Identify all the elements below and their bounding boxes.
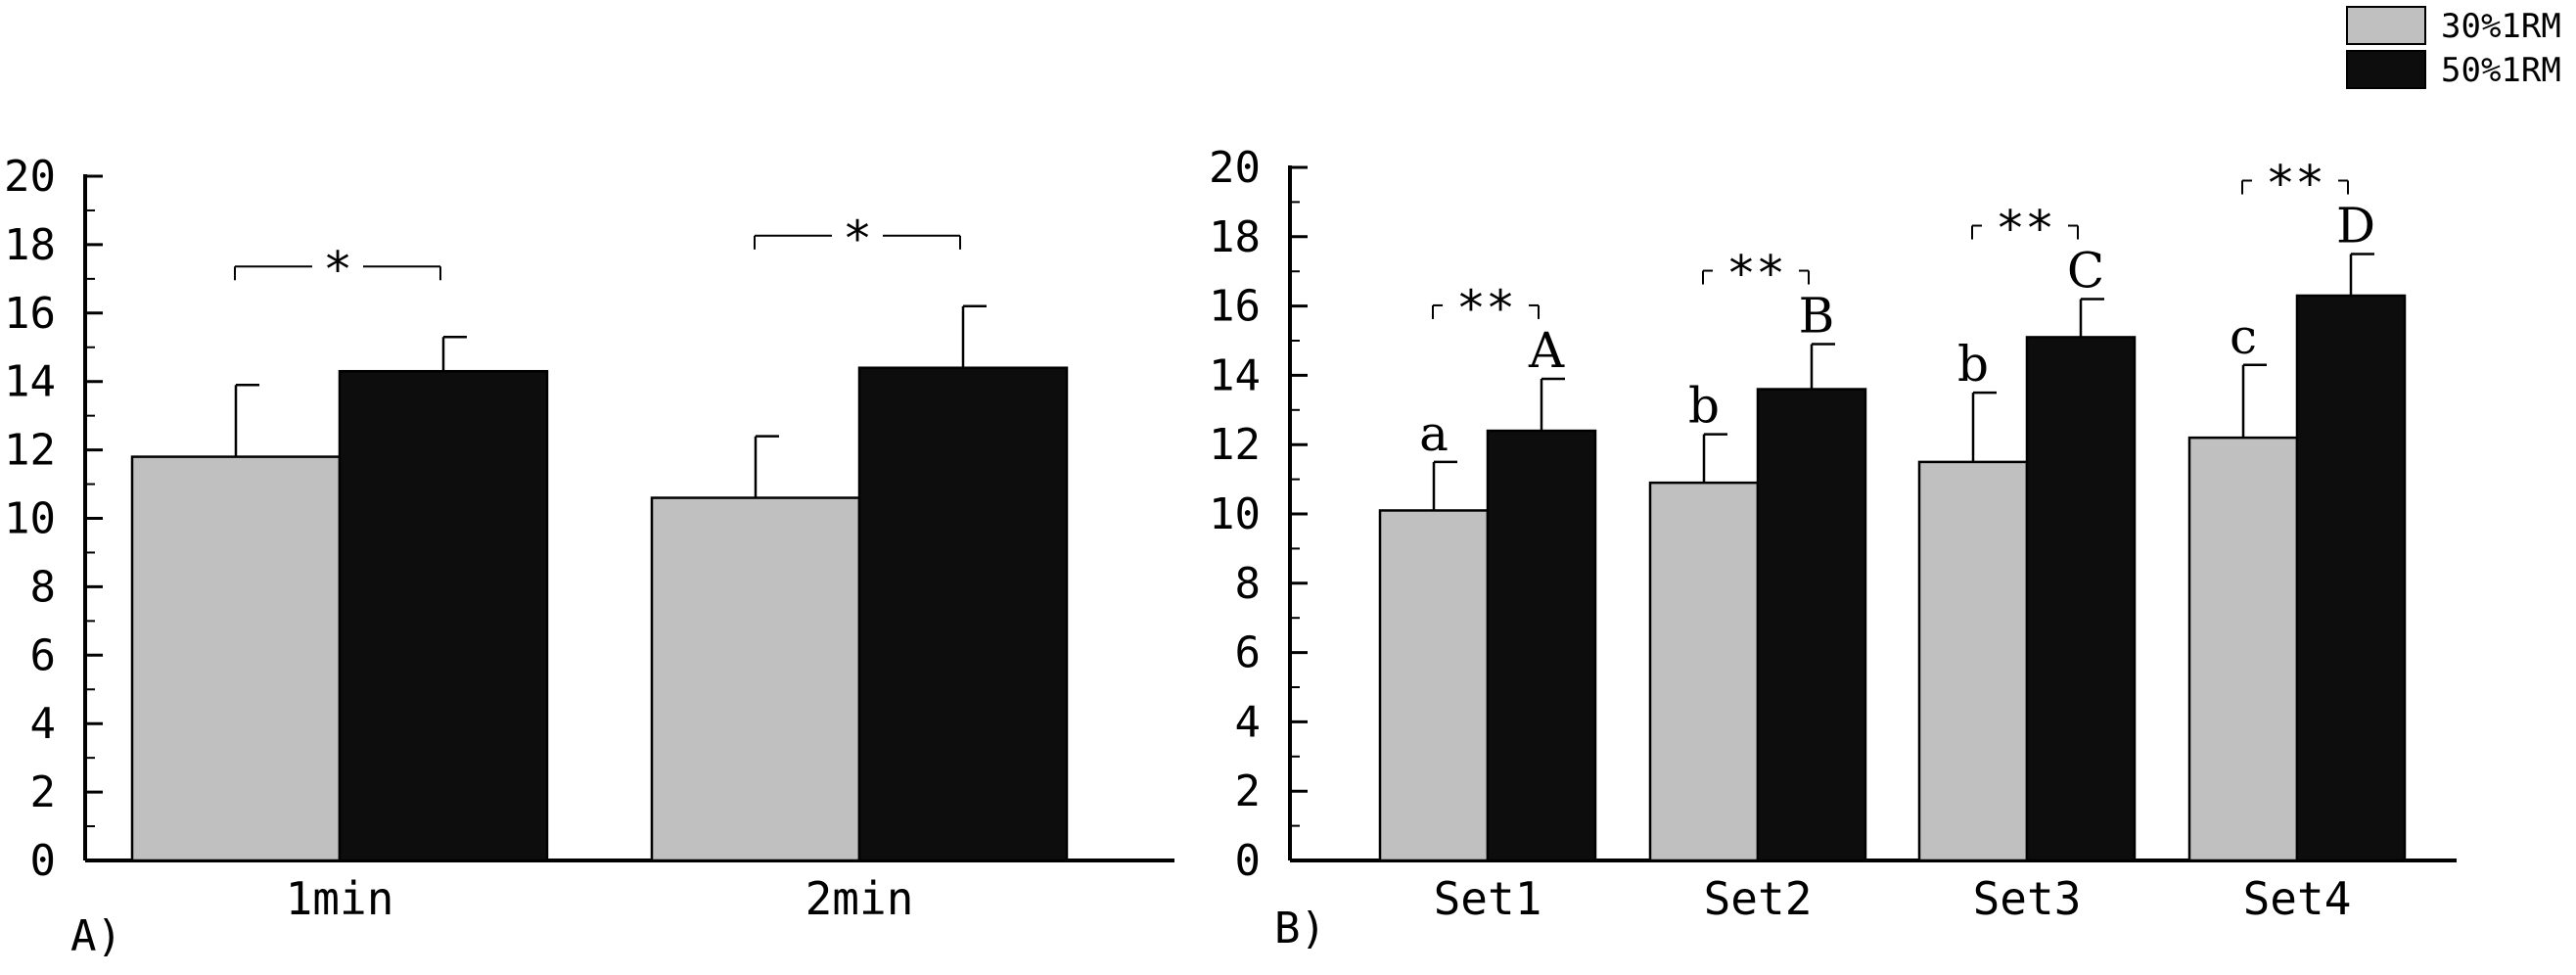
panel-b-letter-label: A: [1528, 322, 1565, 379]
panel-a-significance-marker: *: [323, 241, 352, 298]
panel-b-y-tick-label: 20: [1209, 143, 1261, 193]
panel-b-y-tick-label: 10: [1209, 489, 1261, 539]
panel-b-significance-marker: **: [1726, 246, 1785, 302]
panel-a-y-tick-label: 14: [4, 357, 56, 407]
panel-a-bar-2min-2: [857, 366, 1069, 862]
panel-b-bar-Set2-2: [1756, 388, 1867, 862]
panel-a-bar-1min-1: [130, 455, 342, 862]
panel-b-letter-label: c: [2230, 308, 2257, 365]
panel-b-bar-Set3-1: [1917, 460, 2029, 862]
panel-a-y-tick-label: 8: [30, 562, 57, 612]
panel-b-label: B): [1274, 904, 1326, 953]
panel-a-x-tick-label: 1min: [286, 872, 394, 925]
legend-label-2: 50%1RM: [2441, 51, 2561, 90]
legend-swatch-2: [2346, 50, 2426, 89]
panel-a-y-tick-label: 6: [30, 630, 57, 680]
panel-a-y-tick-label: 16: [4, 289, 56, 339]
panel-a-bar-1min-2: [338, 369, 549, 862]
panel-a-y-tick-label: 18: [4, 220, 56, 270]
panel-b-y-tick-label: 8: [1235, 559, 1262, 609]
panel-a-bar-2min-1: [650, 496, 861, 862]
panel-a-y-tick-label: 2: [30, 767, 57, 817]
panel-b-letter-label: b: [1688, 378, 1720, 435]
panel-b-y-tick-label: 2: [1235, 766, 1262, 816]
panel-b-y-tick-label: 14: [1209, 350, 1261, 400]
panel-a-y-tick-label: 10: [4, 494, 56, 544]
panel-b-y-tick-label: 6: [1235, 628, 1262, 678]
legend-swatch-1: [2346, 6, 2426, 45]
panel-b-x-tick-label: Set4: [2243, 872, 2352, 925]
panel-b-letter-label: D: [2336, 198, 2375, 255]
panel-b-significance-marker: **: [2266, 156, 2324, 212]
panel-b-x-tick-label: Set2: [1704, 872, 1813, 925]
panel-b-bar-Set1-1: [1378, 509, 1490, 862]
panel-a-x-tick-label: 2min: [805, 872, 914, 925]
panel-b-x-tick-label: Set1: [1434, 872, 1542, 925]
panel-b-bar-Set4-2: [2295, 294, 2407, 862]
panel-b-letter-label: b: [1957, 336, 1989, 393]
panel-a-y-tick-label: 20: [4, 152, 56, 202]
panel-a-y-tick-label: 0: [30, 836, 57, 886]
panel-b-significance-marker: **: [1996, 201, 2054, 257]
panel-b-letter-label: a: [1419, 405, 1449, 462]
panel-b-y-tick-label: 16: [1209, 282, 1261, 332]
panel-a-significance-marker: *: [843, 210, 872, 267]
panel-b-significance-marker: **: [1456, 280, 1515, 337]
panel-b-y-tick-label: 4: [1235, 697, 1262, 747]
panel-b-y-tick-label: 12: [1209, 420, 1261, 470]
panel-b-y-tick-label: 0: [1235, 836, 1262, 886]
panel-b-letter-label: B: [1799, 288, 1835, 345]
panel-a-y-tick-label: 4: [30, 699, 57, 749]
panel-b-bar-Set3-2: [2025, 336, 2137, 862]
panel-a-y-tick-label: 12: [4, 426, 56, 476]
panel-b-letter-label: C: [2067, 243, 2104, 300]
panel-a-label: A): [70, 911, 122, 961]
legend-label-1: 30%1RM: [2441, 7, 2561, 46]
panel-b-y-tick-label: 18: [1209, 212, 1261, 262]
panel-b-bar-Set2-1: [1648, 481, 1760, 862]
panel-b-bar-Set4-1: [2187, 436, 2299, 862]
panel-b-x-tick-label: Set3: [1973, 872, 2082, 925]
panel-b-bar-Set1-2: [1486, 429, 1597, 862]
